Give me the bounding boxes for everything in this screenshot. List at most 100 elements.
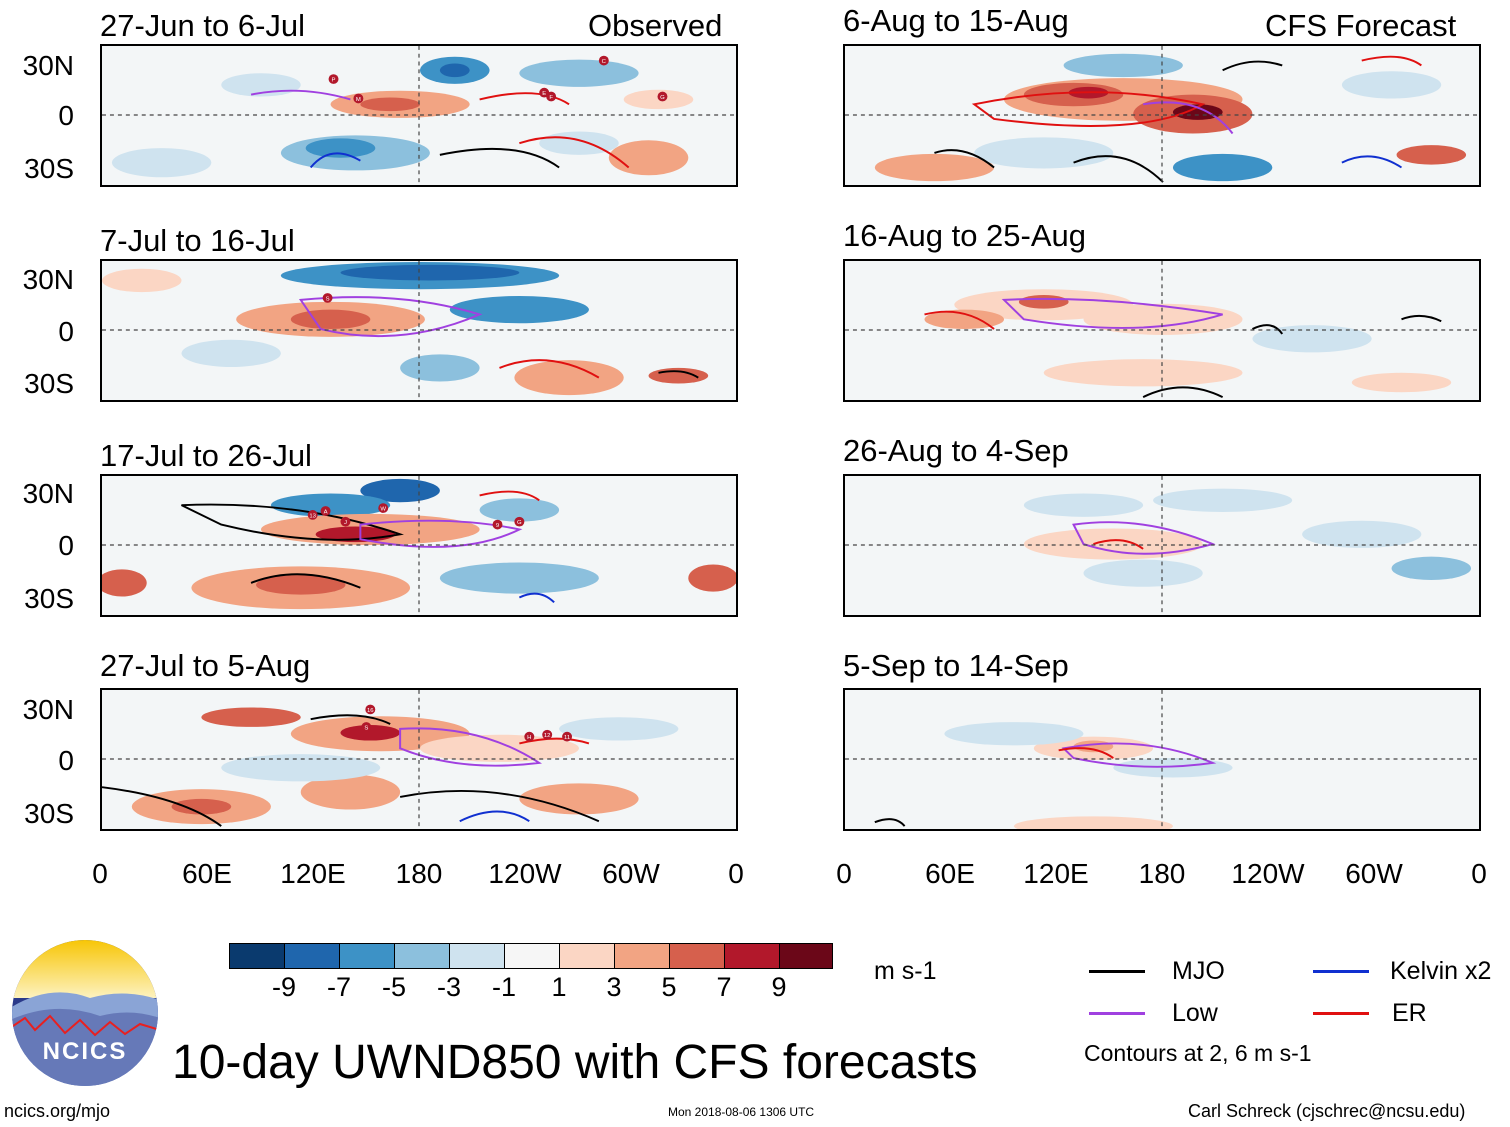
panel-title-left-1: 27-Jun to 6-Jul: [100, 8, 306, 43]
lat-label-0: 0: [58, 530, 74, 561]
colorbar-swatch: [394, 943, 450, 969]
lon-label: 180: [395, 858, 443, 889]
map-panel-forecast-4: [843, 688, 1481, 831]
colorbar-label: -5: [381, 972, 406, 1002]
lon-label: 60E: [182, 858, 232, 889]
storm-label: 13: [309, 513, 316, 519]
lon-label: 180: [1138, 858, 1186, 889]
footer-url[interactable]: ncics.org/mjo: [4, 1101, 111, 1121]
lat-label-0: 0: [58, 100, 74, 131]
storm-marker: [524, 731, 535, 742]
colorbar-swatch: [669, 943, 725, 969]
storm-label: H: [527, 735, 531, 741]
colorbar-swatch: [779, 943, 833, 969]
lat-label-30n: 30N: [22, 694, 74, 725]
colorbar-swatch: [339, 943, 395, 969]
storm-label: F: [549, 95, 553, 101]
lon-label: 60W: [602, 858, 660, 889]
storm-marker: [361, 722, 372, 732]
colorbar-swatch: [229, 943, 285, 969]
legend-line-mjo: [1089, 970, 1145, 973]
storm-marker: [657, 91, 668, 102]
storm-label: C: [602, 59, 607, 65]
colorbar-label: 9: [771, 972, 787, 1002]
storm-marker: [365, 704, 376, 715]
lat-label-30s: 30S: [24, 153, 74, 184]
storm-label: 9: [496, 523, 499, 529]
colorbar-swatch: [614, 943, 670, 969]
storm-label: W: [380, 507, 386, 513]
panel-title-right-3: 26-Aug to 4-Sep: [843, 433, 1069, 468]
panel-title-right-1: 6-Aug to 15-Aug: [843, 3, 1069, 38]
storm-label: 16: [367, 708, 374, 714]
legend-label-mjo: MJO: [1172, 957, 1225, 985]
storm-marker: [542, 729, 553, 740]
cfs-forecast-label: CFS Forecast: [1265, 8, 1457, 43]
colorbar-label: 3: [606, 972, 622, 1002]
lat-label-0: 0: [58, 745, 74, 776]
panel-title-left-2: 7-Jul to 16-Jul: [100, 223, 295, 258]
panel-title-right-4: 5-Sep to 14-Sep: [843, 648, 1069, 683]
panel-title-right-2: 16-Aug to 25-Aug: [843, 218, 1087, 253]
storm-marker: [340, 516, 351, 527]
lon-label: 60W: [1345, 858, 1403, 889]
legend-label-low: Low: [1172, 999, 1218, 1027]
storm-label: S: [326, 296, 330, 302]
colorbar-label: 7: [716, 972, 732, 1002]
main-title: 10-day UWND850 with CFS forecasts: [172, 1036, 978, 1089]
footer-timestamp: Mon 2018-08-06 1306 UTC: [668, 1105, 815, 1119]
lat-label-0: 0: [58, 316, 74, 347]
colorbar-swatch: [284, 943, 340, 969]
storm-marker: [307, 510, 318, 520]
lon-label: 120W: [1231, 858, 1305, 889]
storm-marker: [492, 519, 503, 530]
storm-marker: [546, 91, 557, 102]
storm-marker: [322, 293, 333, 303]
storm-marker: [598, 55, 609, 66]
map-panel-forecast-3: [843, 474, 1481, 617]
storm-marker: [320, 506, 331, 516]
storm-label: G: [660, 95, 665, 101]
lon-label: 0: [92, 858, 108, 889]
map-panel-observed-4: 16 S H 12 11: [100, 688, 738, 831]
colorbar-label: -3: [436, 972, 461, 1002]
colorbar-swatch: [504, 943, 560, 969]
ncics-logo: NCICS: [10, 938, 160, 1088]
lat-label-30n: 30N: [22, 50, 74, 81]
colorbar-units: m s-1: [874, 957, 937, 985]
lon-label: 120E: [1023, 858, 1089, 889]
storm-marker: [353, 93, 364, 104]
storm-label: 11: [564, 735, 570, 741]
lat-label-30s: 30S: [24, 368, 74, 399]
map-panel-observed-2: S: [100, 259, 738, 402]
map-panel-forecast-2: [843, 259, 1481, 402]
storm-marker: [378, 503, 389, 513]
lat-label-30n: 30N: [22, 264, 74, 295]
colorbar-label: 5: [661, 972, 677, 1002]
storm-label: J: [344, 520, 347, 526]
map-panel-observed-3: 13 A J W 9 G: [100, 474, 738, 617]
legend-label-kelvin: Kelvin x2: [1390, 957, 1492, 985]
lon-label: 120W: [488, 858, 562, 889]
colorbar-label: -9: [271, 972, 296, 1002]
lat-label-30s: 30S: [24, 583, 74, 614]
storm-label: A: [324, 509, 328, 515]
storm-label: M: [356, 97, 361, 103]
contour-note: Contours at 2, 6 m s-1: [1084, 1040, 1312, 1066]
lon-label: 0: [836, 858, 852, 889]
panel-title-left-4: 27-Jul to 5-Aug: [100, 648, 311, 683]
colorbar-label: -1: [491, 972, 516, 1002]
storm-marker: [328, 74, 339, 84]
lon-label: 0: [728, 858, 744, 889]
panel-title-left-3: 17-Jul to 26-Jul: [100, 438, 312, 473]
map-panel-forecast-1: [843, 44, 1481, 187]
lon-label: 0: [1471, 858, 1487, 889]
colorbar-swatch: [559, 943, 615, 969]
storm-label: 12: [544, 733, 551, 739]
lat-label-30n: 30N: [22, 478, 74, 509]
lon-label: 120E: [280, 858, 346, 889]
legend-label-er: ER: [1392, 999, 1427, 1027]
legend-line-low: [1089, 1012, 1145, 1015]
storm-marker: [514, 516, 525, 527]
